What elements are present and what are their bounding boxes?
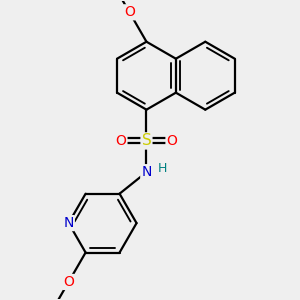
Text: O: O (63, 275, 74, 289)
Text: O: O (167, 134, 177, 148)
Text: O: O (124, 5, 135, 19)
Text: N: N (141, 165, 152, 179)
Text: N: N (63, 216, 74, 230)
Text: H: H (157, 162, 167, 175)
Text: S: S (142, 134, 151, 148)
Text: O: O (116, 134, 126, 148)
